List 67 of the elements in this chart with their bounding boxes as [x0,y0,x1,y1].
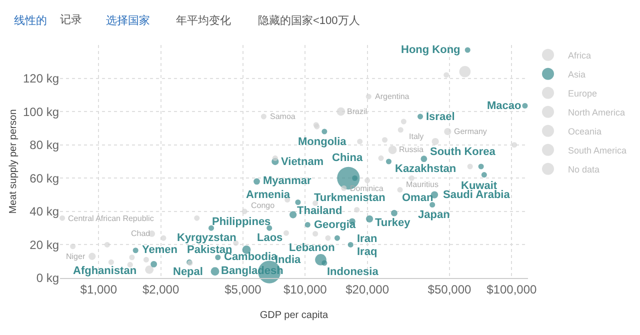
annotation: Samoa [270,112,296,121]
annotation: Mongolia [298,136,348,148]
annotation: Mauritius [406,180,438,189]
y-tick-label: 20 kg [30,238,59,252]
annotation: Vietnam [281,156,324,168]
y-tick-label: 40 kg [30,204,59,219]
x-axis-title: GDP per capita [260,310,329,321]
x-tick-label: $5,000 [224,282,262,296]
text: 隐藏的国家<100万人 [258,14,360,27]
annotation: Central African Republic [68,214,154,223]
annotation: China [332,152,364,164]
annotation: Chad [131,229,150,238]
annotation: Yemen [142,244,178,256]
legend-label: Oceania [568,126,602,136]
annotation: Philippines [212,216,271,228]
annotation: Nepal [173,266,203,278]
legend-label: Asia [568,69,586,80]
annotation: Saudi Arabia [443,189,511,201]
legend-label: North America [568,107,626,118]
legend-label: Africa [568,50,592,60]
annotation: Brazil [347,107,368,116]
x-tick-label: $2,000 [142,282,180,296]
annotation: Laos [257,232,283,244]
annotation: Kyrgyzstan [177,232,237,244]
y-tick-label: 100 kg [22,104,59,119]
y-tick-label: 120 kg [22,71,59,86]
annotation: Turkey [375,217,412,229]
annotation: Hong Kong [401,44,460,56]
annotation: Iran [357,233,378,245]
text: 年平均变化 [176,14,231,27]
annotation: Macao [487,100,522,112]
y-tick-label: 80 kg [30,138,59,152]
x-tick-label: $10,000 [283,282,328,296]
annotation: Israel [426,111,455,123]
y-tick-label: 60 kg [30,171,59,186]
annotation: Indonesia [327,266,380,278]
annotation: Italy [409,132,424,141]
legend-label: South America [568,145,627,156]
annotation: Dominica [350,184,384,193]
annotation: Iraq [357,246,378,258]
annotation: Georgia [314,219,356,231]
x-tick-label: $1,000 [80,282,118,296]
annotation: Kazakhstan [395,163,456,175]
annotation: Oman [402,192,434,204]
annotation: Turkmenistan [314,192,386,204]
text: 选择国家 [106,14,150,27]
annotation: Congo [251,201,276,210]
annotation: Thailand [297,205,342,217]
x-tick-label: $20,000 [346,282,390,296]
annotation: Russia [399,145,424,154]
annotation: Myanmar [263,175,312,187]
text: 记录 [60,14,82,26]
annotation: Germany [454,127,487,136]
x-tick-label: $100,000 [486,282,537,296]
annotation: South Korea [430,146,496,158]
y-tick-label: 0 kg [36,271,59,286]
annotation: Argentina [375,92,410,101]
x-tick-label: $50,000 [428,282,472,296]
annotation: Armenia [246,189,291,201]
y-axis-title: Meat supply per person [8,109,19,214]
legend-label: No data [568,164,600,174]
annotation: Afghanistan [73,265,137,277]
legend-label: Europe [568,88,598,98]
annotation: Japan [418,209,450,221]
text: 线性的 [14,14,47,27]
annotation: Lebanon [289,242,336,254]
annotation: Niger [66,252,86,261]
